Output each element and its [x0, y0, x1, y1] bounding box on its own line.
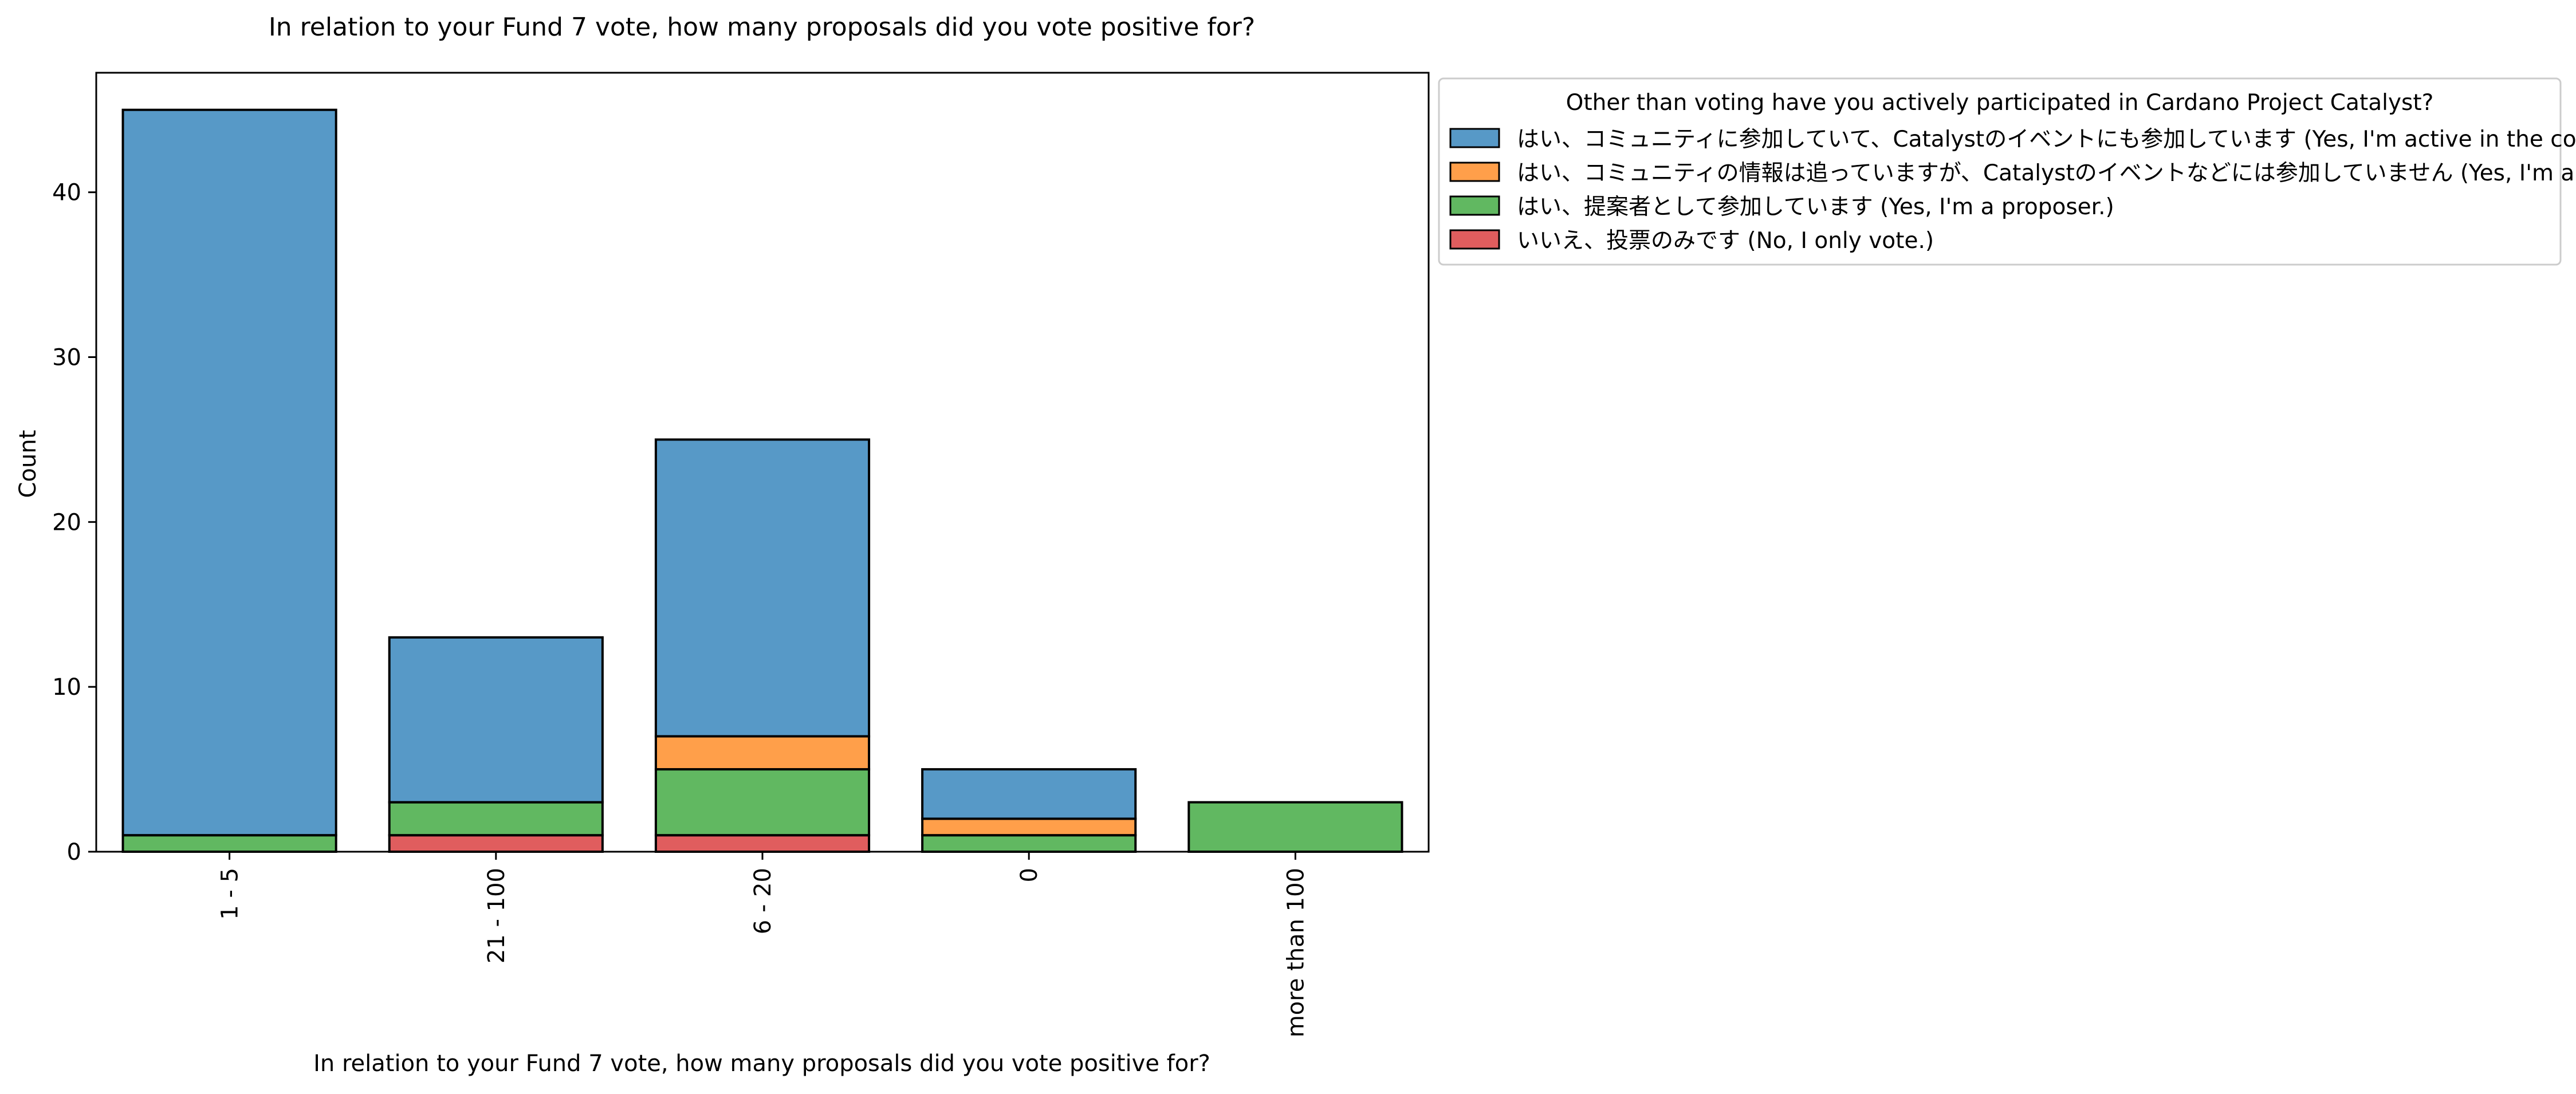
x-tick-label: 21 - 100 [483, 868, 510, 963]
bar-segment [654, 834, 871, 853]
legend-label: はい、コミュニティの情報は追っていますが、Catalystのイベントなどには参加… [1517, 160, 2576, 186]
x-tick-label: 6 - 20 [750, 868, 776, 934]
bar-segment [921, 768, 1137, 820]
y-tick-label: 20 [52, 509, 81, 536]
legend-label: いいえ、投票のみです (No, I only vote.) [1517, 228, 1934, 254]
y-tick-label: 30 [52, 345, 81, 371]
x-tick-label: 0 [1016, 868, 1043, 882]
y-tick-label: 10 [52, 674, 81, 701]
x-tick-label: more than 100 [1283, 868, 1309, 1037]
legend-swatch [1449, 195, 1500, 216]
axes-layer: 0 10 20 30 40 1 - 5 21 - 100 6 - 20 0 more than 1… [52, 72, 1430, 1037]
legend-swatch [1449, 128, 1500, 148]
legend-frame [1438, 77, 2562, 266]
bar-segment [388, 801, 604, 837]
legend-swatch [1449, 162, 1500, 182]
bar-segment [121, 108, 337, 837]
x-axis-label: In relation to your Fund 7 vote, how man… [313, 1050, 1210, 1077]
bars-layer [121, 108, 1403, 853]
legend-swatch [1449, 229, 1500, 250]
bar-segment [388, 834, 604, 853]
y-tick-label: 40 [52, 180, 81, 206]
bar-segment [654, 735, 871, 771]
legend: Other than voting have you actively part… [1438, 77, 2576, 266]
chart-title: In relation to your Fund 7 vote, how man… [269, 13, 1255, 42]
legend-label: はい、コミュニティに参加していて、Catalystのイベントにも参加しています … [1517, 127, 2576, 152]
bar-segment [654, 438, 871, 738]
bar-segment [921, 834, 1137, 853]
bar-segment [1187, 801, 1403, 853]
y-axis-label: Count [15, 430, 41, 498]
bar-segment [388, 636, 604, 804]
bar-segment [921, 817, 1137, 837]
legend-label: はい、提案者として参加しています (Yes, I'm a proposer.) [1517, 194, 2114, 220]
legend-title: Other than voting have you actively part… [1566, 90, 2434, 116]
bar-segment [654, 768, 871, 837]
x-tick-label: 1 - 5 [217, 868, 243, 920]
bar-segment [121, 834, 337, 853]
y-tick-label: 0 [67, 839, 81, 865]
